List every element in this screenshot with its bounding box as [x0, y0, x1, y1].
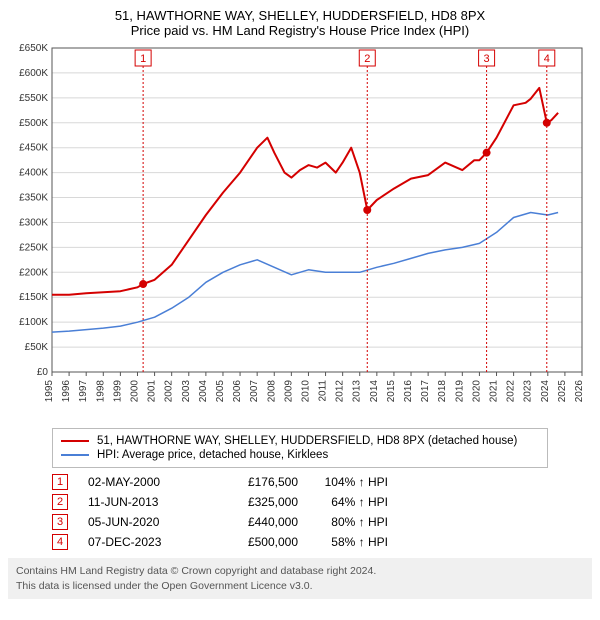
txn-price: £500,000 [218, 535, 298, 549]
legend-label-property: 51, HAWTHORNE WAY, SHELLEY, HUDDERSFIELD… [97, 435, 517, 447]
svg-text:£550K: £550K [19, 93, 48, 104]
svg-text:2017: 2017 [420, 380, 431, 403]
svg-text:£100K: £100K [19, 317, 48, 328]
txn-pct: 58% ↑ HPI [318, 535, 388, 549]
txn-date: 05-JUN-2020 [88, 515, 198, 529]
svg-text:£200K: £200K [19, 267, 48, 278]
transactions-table: 1 02-MAY-2000 £176,500 104% ↑ HPI 2 11-JUN-20… [52, 474, 592, 550]
svg-text:£250K: £250K [19, 242, 48, 253]
txn-date: 11-JUN-2013 [88, 495, 198, 509]
svg-text:1997: 1997 [78, 380, 89, 403]
svg-text:2009: 2009 [283, 380, 294, 403]
svg-text:2018: 2018 [437, 380, 448, 403]
footer-line1: Contains HM Land Registry data © Crown c… [16, 564, 584, 579]
chart-title-line2: Price paid vs. HM Land Registry's House … [8, 23, 592, 38]
svg-text:2002: 2002 [164, 380, 175, 403]
txn-pct: 104% ↑ HPI [318, 475, 388, 489]
svg-text:2004: 2004 [198, 380, 209, 403]
svg-text:4: 4 [544, 53, 550, 65]
svg-text:2010: 2010 [300, 380, 311, 403]
txn-date: 02-MAY-2000 [88, 475, 198, 489]
legend: 51, HAWTHORNE WAY, SHELLEY, HUDDERSFIELD… [52, 428, 548, 468]
txn-pct: 80% ↑ HPI [318, 515, 388, 529]
svg-text:£150K: £150K [19, 292, 48, 303]
txn-marker: 3 [52, 514, 68, 530]
svg-text:£450K: £450K [19, 143, 48, 154]
svg-text:2001: 2001 [147, 380, 158, 403]
footer-attribution: Contains HM Land Registry data © Crown c… [8, 558, 592, 599]
svg-text:2006: 2006 [232, 380, 243, 403]
svg-text:2020: 2020 [471, 380, 482, 403]
svg-text:2026: 2026 [574, 380, 585, 403]
svg-text:2013: 2013 [352, 380, 363, 403]
price-chart: £0 £50K £100K £150K £200K £250K £300K £350K £400… [8, 42, 592, 422]
svg-text:2025: 2025 [557, 380, 568, 403]
txn-marker: 4 [52, 534, 68, 550]
svg-text:2008: 2008 [266, 380, 277, 403]
txn-date: 07-DEC-2023 [88, 535, 198, 549]
svg-text:£300K: £300K [19, 217, 48, 228]
svg-text:£600K: £600K [19, 68, 48, 79]
svg-text:2023: 2023 [523, 380, 534, 403]
svg-text:2000: 2000 [129, 380, 140, 403]
legend-row-property: 51, HAWTHORNE WAY, SHELLEY, HUDDERSFIELD… [61, 435, 539, 447]
txn-price: £176,500 [218, 475, 298, 489]
svg-text:1998: 1998 [95, 380, 106, 403]
legend-swatch-hpi [61, 454, 89, 456]
svg-text:2005: 2005 [215, 380, 226, 403]
svg-text:3: 3 [484, 53, 490, 65]
txn-pct: 64% ↑ HPI [318, 495, 388, 509]
svg-text:2019: 2019 [454, 380, 465, 403]
chart-svg: £0 £50K £100K £150K £200K £250K £300K £350K £400… [8, 42, 592, 422]
svg-text:2012: 2012 [335, 380, 346, 403]
svg-text:1995: 1995 [44, 380, 55, 403]
svg-text:2022: 2022 [506, 380, 517, 403]
svg-text:2007: 2007 [249, 380, 260, 403]
txn-marker: 1 [52, 474, 68, 490]
svg-text:2021: 2021 [489, 380, 500, 403]
svg-text:2024: 2024 [540, 380, 551, 403]
svg-text:£350K: £350K [19, 193, 48, 204]
svg-text:2015: 2015 [386, 380, 397, 403]
svg-text:1996: 1996 [61, 380, 72, 403]
txn-marker: 2 [52, 494, 68, 510]
svg-text:2016: 2016 [403, 380, 414, 403]
svg-text:1999: 1999 [112, 380, 123, 403]
svg-text:2003: 2003 [181, 380, 192, 403]
svg-text:£500K: £500K [19, 118, 48, 129]
svg-text:1: 1 [140, 53, 146, 65]
svg-text:2011: 2011 [318, 380, 329, 402]
chart-title-block: 51, HAWTHORNE WAY, SHELLEY, HUDDERSFIELD… [8, 8, 592, 38]
svg-text:2: 2 [364, 53, 370, 65]
svg-text:£0: £0 [37, 367, 49, 378]
svg-text:£50K: £50K [25, 342, 49, 353]
legend-swatch-property [61, 440, 89, 442]
transaction-row: 3 05-JUN-2020 £440,000 80% ↑ HPI [52, 514, 592, 530]
chart-title-line1: 51, HAWTHORNE WAY, SHELLEY, HUDDERSFIELD… [8, 8, 592, 23]
footer-line2: This data is licensed under the Open Gov… [16, 579, 584, 594]
svg-text:£650K: £650K [19, 43, 48, 54]
transaction-row: 1 02-MAY-2000 £176,500 104% ↑ HPI [52, 474, 592, 490]
txn-price: £325,000 [218, 495, 298, 509]
svg-text:£400K: £400K [19, 168, 48, 179]
transaction-row: 2 11-JUN-2013 £325,000 64% ↑ HPI [52, 494, 592, 510]
transaction-row: 4 07-DEC-2023 £500,000 58% ↑ HPI [52, 534, 592, 550]
legend-label-hpi: HPI: Average price, detached house, Kirk… [97, 449, 328, 461]
txn-price: £440,000 [218, 515, 298, 529]
svg-text:2014: 2014 [369, 380, 380, 403]
legend-row-hpi: HPI: Average price, detached house, Kirk… [61, 449, 539, 461]
